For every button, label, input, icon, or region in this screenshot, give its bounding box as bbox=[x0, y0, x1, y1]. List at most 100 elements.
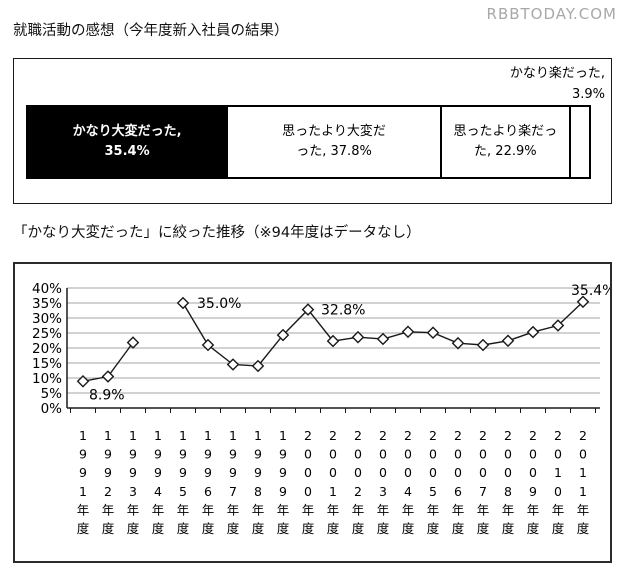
x-axis-label-char: 年 bbox=[277, 502, 290, 517]
x-axis-label-char: 度 bbox=[577, 521, 590, 536]
y-axis-label: 35% bbox=[32, 296, 62, 312]
data-point-marker bbox=[101, 370, 115, 383]
x-axis-label-char: 2 bbox=[379, 428, 387, 443]
x-axis-label-char: 年 bbox=[327, 502, 340, 517]
x-axis-label-char: 1 bbox=[154, 428, 162, 443]
x-axis-label-char: 1 bbox=[129, 428, 137, 443]
x-axis-label-char: 0 bbox=[529, 447, 537, 462]
x-axis-label-char: 度 bbox=[202, 521, 215, 536]
x-axis-label-char: 1 bbox=[79, 484, 87, 499]
x-axis-label-char: 9 bbox=[229, 465, 237, 480]
bar-segment-label: かなり大変だった, 35.4% bbox=[72, 123, 182, 159]
x-axis-label-char: 9 bbox=[79, 465, 87, 480]
data-point-label: 8.9% bbox=[89, 387, 125, 403]
x-axis-label-char: 1 bbox=[279, 428, 287, 443]
x-axis-label-char: 9 bbox=[529, 484, 537, 499]
data-point-marker bbox=[176, 296, 190, 310]
x-axis-label-char: 2 bbox=[304, 428, 312, 443]
x-axis-label-char: 9 bbox=[179, 465, 187, 480]
bar-chart-title: 就職活動の感想（今年度新入社員の結果） bbox=[13, 23, 289, 39]
x-axis-label-char: 2 bbox=[554, 428, 562, 443]
x-axis-label-char: 9 bbox=[179, 447, 187, 462]
data-point-marker bbox=[551, 319, 565, 332]
x-axis-label-char: 9 bbox=[254, 447, 262, 462]
x-axis-label-char: 2 bbox=[404, 428, 412, 443]
x-axis-label-char: 8 bbox=[254, 484, 262, 499]
stacked-bar: かなり大変だった, 35.4% 思ったより大変だった, 37.8% 思ったより楽だっ… bbox=[26, 105, 597, 179]
x-axis-label-char: 2 bbox=[579, 428, 587, 443]
x-axis-label-char: 8 bbox=[504, 484, 512, 499]
x-axis-label-char: 年 bbox=[452, 502, 465, 517]
x-axis-label-char: 9 bbox=[229, 447, 237, 462]
x-axis-label-char: 1 bbox=[79, 428, 87, 443]
x-axis-label-char: 0 bbox=[554, 447, 562, 462]
x-axis-label-char: 0 bbox=[329, 465, 337, 480]
x-axis-label-char: 度 bbox=[177, 521, 190, 536]
x-axis-label-char: 度 bbox=[102, 521, 115, 536]
x-axis-label-char: 度 bbox=[452, 521, 465, 536]
x-axis-label-char: 0 bbox=[429, 465, 437, 480]
x-axis-label-char: 度 bbox=[77, 521, 90, 536]
x-axis-label-char: 年 bbox=[102, 502, 115, 517]
data-point-marker bbox=[501, 334, 515, 348]
x-axis-label-char: 9 bbox=[129, 447, 137, 462]
x-axis-label-char: 度 bbox=[477, 521, 490, 536]
data-point-marker bbox=[226, 358, 240, 371]
x-axis-label-char: 0 bbox=[579, 447, 587, 462]
x-axis-label-char: 0 bbox=[454, 447, 462, 462]
x-axis-label-char: 0 bbox=[479, 447, 487, 462]
x-axis-label-char: 度 bbox=[127, 521, 140, 536]
data-point-marker bbox=[126, 336, 140, 349]
x-axis-label-char: 年 bbox=[127, 502, 140, 517]
bar-segment-label: 思ったより楽だった, 22.9% bbox=[453, 123, 558, 159]
line-chart: 40% 35% 30% 25% 20% 15% 10% 5% 0% 1 9 9 1 年度 1 9 9 2 年度 1 9 9… bbox=[13, 262, 612, 563]
y-axis-label: 40% bbox=[32, 281, 62, 297]
x-axis-label-char: 度 bbox=[552, 521, 565, 536]
x-axis-label-char: 0 bbox=[304, 484, 312, 499]
x-axis-label-char: 0 bbox=[304, 465, 312, 480]
x-axis-label-char: 3 bbox=[379, 484, 387, 499]
x-axis-label-char: 度 bbox=[327, 521, 340, 536]
x-axis-label-char: 4 bbox=[404, 484, 412, 499]
x-axis-label-char: 6 bbox=[204, 484, 212, 499]
data-point-label: 32.8% bbox=[321, 303, 365, 319]
x-axis-label-char: 年 bbox=[152, 502, 165, 517]
x-axis-label-char: 7 bbox=[229, 484, 237, 499]
data-point-marker bbox=[201, 338, 215, 352]
x-axis-label-char: 1 bbox=[579, 484, 587, 499]
x-axis-label-char: 0 bbox=[404, 447, 412, 462]
x-axis-label-char: 9 bbox=[104, 465, 112, 480]
x-axis-label-char: 3 bbox=[129, 484, 137, 499]
x-axis-label-char: 0 bbox=[354, 447, 362, 462]
outside-label-line1: かなり楽だった, bbox=[509, 66, 605, 81]
data-point-marker bbox=[576, 295, 590, 309]
bar-segment-4 bbox=[568, 105, 591, 179]
x-axis-label-char: 度 bbox=[502, 521, 515, 536]
x-axis-label-char: 年 bbox=[477, 502, 490, 517]
bar-segment-1: かなり大変だった, 35.4% bbox=[26, 105, 229, 179]
bar-segment-outside-label: かなり楽だった, 3.9% bbox=[510, 63, 605, 106]
data-point-marker bbox=[476, 338, 490, 352]
data-point-marker bbox=[301, 303, 315, 316]
y-axis-label: 10% bbox=[32, 371, 62, 387]
bar-segment-2: 思ったより大変だった, 37.8% bbox=[226, 105, 442, 179]
x-axis-label-char: 0 bbox=[554, 484, 562, 499]
outside-label-line2: 3.9% bbox=[571, 87, 605, 103]
x-axis-label-char: 0 bbox=[304, 447, 312, 462]
x-axis-label-char: 度 bbox=[152, 521, 165, 536]
y-axis-label: 0% bbox=[41, 401, 63, 417]
data-point-label: 35.4% bbox=[571, 283, 610, 299]
x-axis-label-char: 0 bbox=[329, 447, 337, 462]
x-axis-label-char: 年 bbox=[227, 502, 240, 517]
x-axis-label-char: 9 bbox=[279, 465, 287, 480]
x-axis-label-char: 年 bbox=[252, 502, 265, 517]
x-axis-label-char: 2 bbox=[104, 484, 112, 499]
data-point-label: 35.0% bbox=[197, 296, 241, 312]
x-axis-label-char: 2 bbox=[354, 484, 362, 499]
x-axis-label-char: 9 bbox=[154, 447, 162, 462]
bar-segment-label: 思ったより大変だった, 37.8% bbox=[282, 123, 386, 159]
x-axis-label-char: 5 bbox=[429, 484, 437, 499]
x-axis-label-char: 9 bbox=[129, 465, 137, 480]
x-axis-label-char: 2 bbox=[529, 428, 537, 443]
